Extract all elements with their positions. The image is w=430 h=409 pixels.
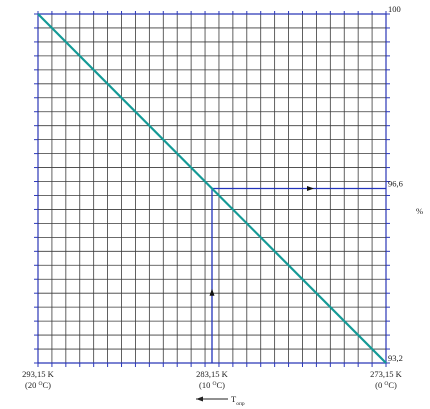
x-tick-label-celsius: (10 OC)	[199, 380, 225, 390]
x-tick-label-kelvin: 273,15 K	[370, 369, 403, 379]
guide-arrow-right	[307, 186, 314, 191]
x-axis-label-main: T	[231, 394, 237, 404]
x-tick-labels: 293,15 K(20 OC) 283,15 K(10 OC) 273,15 K(0…	[22, 369, 403, 390]
x-tick-label-kelvin: 283,15 K	[196, 369, 229, 379]
reading-guides	[209, 186, 386, 363]
svg-text:Tопр: Tопр	[231, 394, 245, 407]
y-tick-label: 93,2	[388, 353, 403, 363]
x-tick-label-kelvin: 293,15 K	[22, 369, 55, 379]
chart-grid	[34, 11, 390, 367]
chart-series	[37, 13, 387, 364]
y-tick-label: 96,6	[388, 179, 403, 189]
x-axis-label: Tопр	[196, 394, 245, 407]
y-tick-label: 100	[388, 4, 401, 14]
y-tick-labels: 100 96,6 93,2	[388, 4, 403, 363]
x-tick-label-celsius: (0 OC)	[375, 380, 397, 390]
y-axis-label: %	[416, 206, 423, 216]
x-tick-label-celsius: (20 OC)	[25, 380, 51, 390]
x-axis-arrow-head	[196, 396, 203, 402]
guide-arrow-up	[209, 288, 215, 296]
x-axis-label-sub: опр	[236, 401, 245, 407]
series-line	[37, 13, 387, 364]
